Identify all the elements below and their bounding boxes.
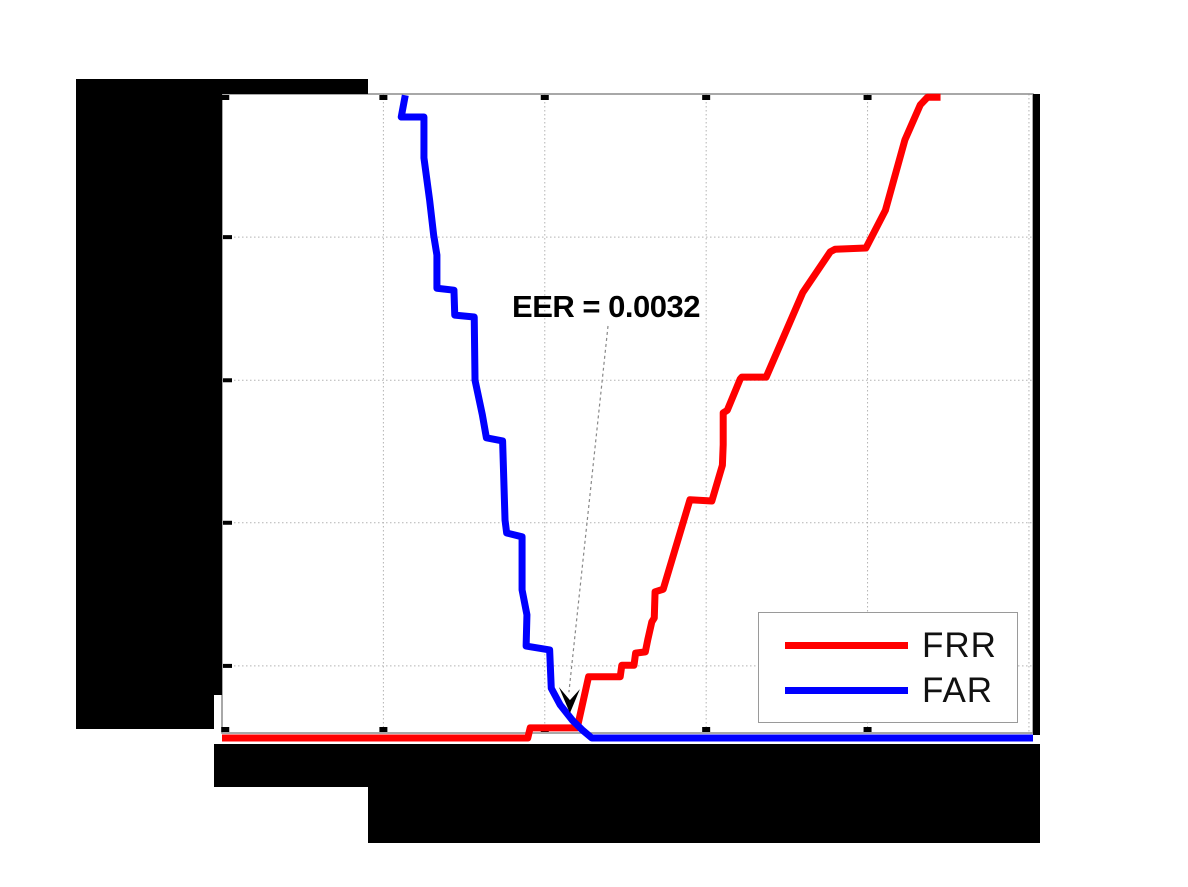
x-tick-top <box>863 95 872 100</box>
redacted-x-tick-labels-block <box>214 744 1040 787</box>
x-tick-bottom <box>221 727 230 732</box>
x-tick-bottom <box>863 727 872 732</box>
frr-curve <box>222 93 941 742</box>
redacted-right-edge-bar <box>1033 94 1040 735</box>
y-tick-left <box>223 378 232 383</box>
y-tick-left <box>223 663 232 668</box>
far-curve <box>397 94 1033 742</box>
redacted-y-axis-label-block <box>76 79 222 695</box>
redacted-x-axis-label-block <box>368 787 1040 843</box>
frr-line-swatch <box>785 641 908 649</box>
x-tick-bottom <box>702 727 711 732</box>
x-tick-bottom <box>379 727 388 732</box>
y-tick-left <box>223 235 232 240</box>
x-tick-top <box>221 95 230 100</box>
eer-arrow-line <box>568 325 609 693</box>
redacted-y-axis-label-block-low <box>76 695 214 729</box>
eer-arrowhead <box>558 687 580 714</box>
x-tick-top <box>379 95 388 100</box>
far-line-swatch <box>785 686 908 694</box>
y-tick-left <box>223 520 232 525</box>
eer-annotation: EER = 0.0032 <box>512 289 700 324</box>
legend-item-frr: FRR <box>759 628 1017 663</box>
x-tick-top <box>540 95 549 100</box>
frr-legend-label: FRR <box>922 625 997 665</box>
x-tick-top <box>702 95 711 100</box>
far-legend-label: FAR <box>922 670 994 710</box>
legend-item-far: FAR <box>759 673 1017 708</box>
legend: FRR FAR <box>758 612 1018 723</box>
